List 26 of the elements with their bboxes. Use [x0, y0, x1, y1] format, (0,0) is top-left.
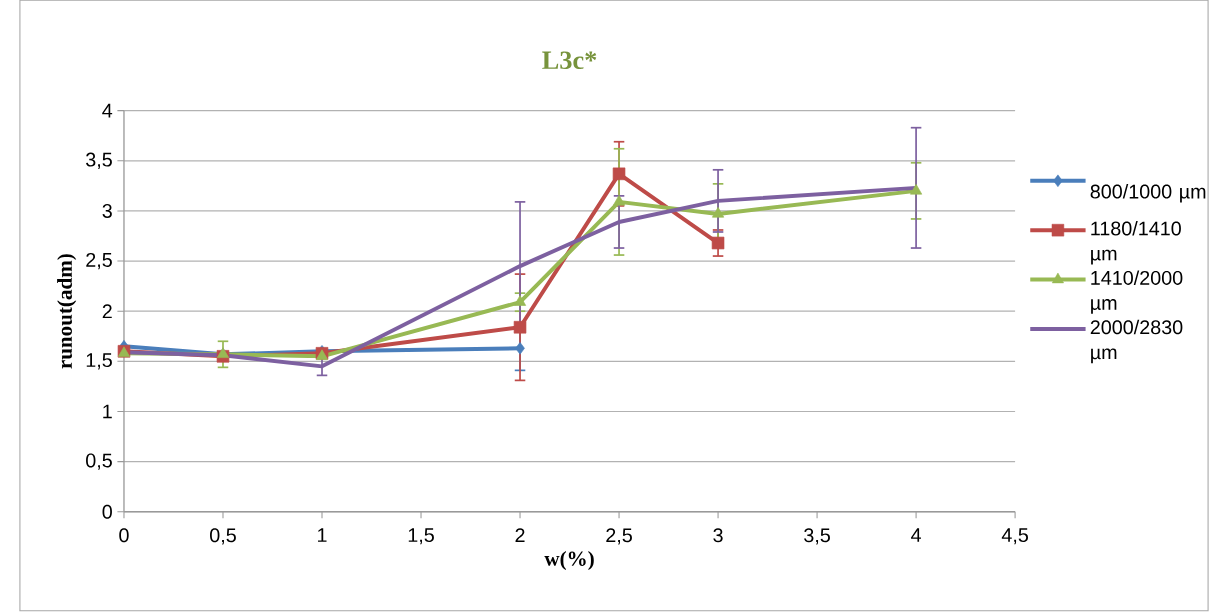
x-tick-label: 2,5 — [606, 528, 632, 545]
legend-label: 1180/1410 µm — [1091, 221, 1181, 265]
y-axis-title: runout(adm) — [57, 254, 77, 369]
y-tick-label: 2 — [102, 304, 112, 319]
chart-title: L3c* — [542, 51, 597, 70]
y-tick-label: 1 — [103, 404, 112, 419]
y-tick-label: 2,5 — [86, 253, 112, 270]
x-axis-title: w(%) — [544, 551, 594, 571]
y-tick-label: 0,5 — [86, 453, 112, 470]
x-tick-label: 0 — [119, 528, 129, 543]
y-tick-label: 4 — [102, 104, 113, 118]
x-tick-label: 4 — [911, 528, 921, 543]
x-tick-label: 3,5 — [804, 528, 830, 545]
legend-label: 1410/2000 µm — [1091, 270, 1183, 315]
y-tick-label: 0 — [102, 504, 112, 519]
x-tick-label: 3 — [713, 528, 723, 543]
y-tick-label: 3 — [102, 204, 112, 219]
x-tick-label: 1,5 — [408, 528, 434, 545]
y-tick-label: 1,5 — [86, 353, 112, 370]
x-tick-label: 0,5 — [210, 528, 236, 545]
legend-label: 800/1000 µm — [1090, 184, 1206, 203]
x-tick-label: 1 — [318, 528, 327, 543]
x-tick-label: 4,5 — [1001, 528, 1028, 545]
y-tick-label: 3,5 — [86, 152, 112, 170]
x-tick-label: 2 — [515, 528, 525, 543]
legend-label: 2000/2830 µm — [1090, 320, 1183, 364]
